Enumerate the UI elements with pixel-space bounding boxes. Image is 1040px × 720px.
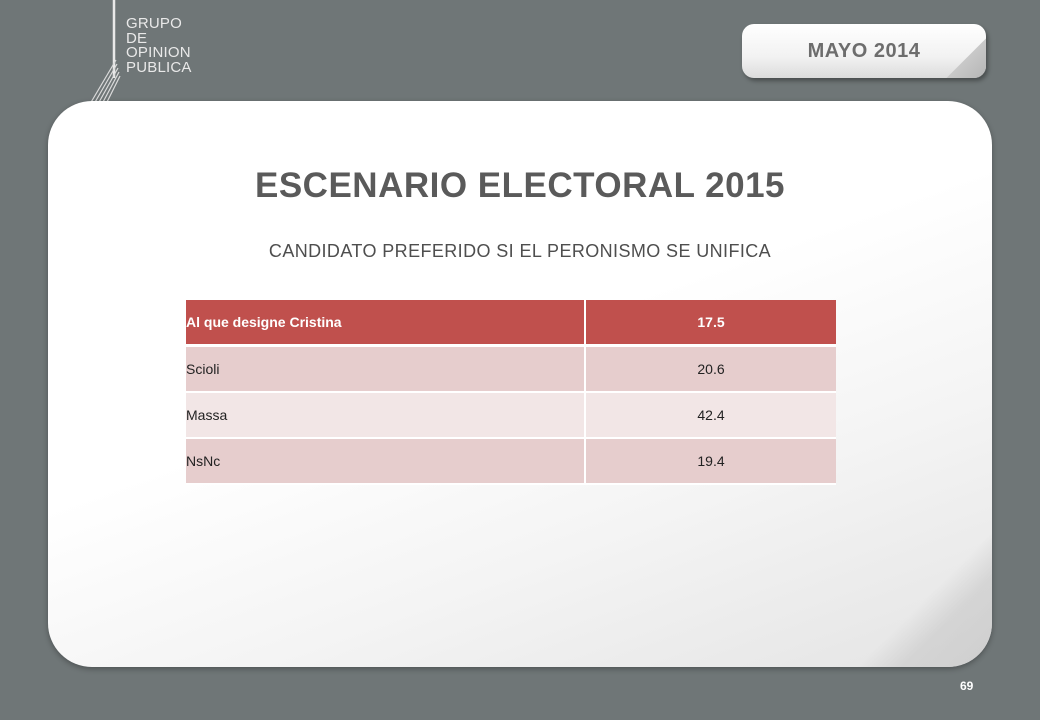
date-tab: MAYO 2014 — [742, 24, 986, 78]
table-row: Scioli 20.6 — [186, 345, 836, 393]
page-fold-decoration — [842, 517, 992, 667]
table-row: NsNc 19.4 — [186, 438, 836, 485]
row-label-scioli: Scioli — [186, 345, 586, 393]
slide-subtitle: CANDIDATO PREFERIDO SI EL PERONISMO SE U… — [268, 241, 772, 261]
logo-line-1: GRUPO — [126, 15, 183, 32]
logo-line-3: OPINION — [126, 44, 191, 61]
row-value-nsnc: 19.4 — [585, 438, 836, 485]
row-value-massa: 42.4 — [585, 392, 836, 439]
table-header-row: Al que designe Cristina 17.5 — [186, 300, 836, 347]
table-row: Massa 42.4 — [186, 392, 836, 439]
table-header-value: 17.5 — [585, 300, 836, 347]
logo-line-4: PUBLICA — [126, 58, 192, 76]
row-label-massa: Massa — [186, 392, 586, 439]
date-label: MAYO 2014 — [807, 39, 921, 62]
row-label-nsnc: NsNc — [186, 438, 586, 485]
results-table: Al que designe Cristina 17.5 Scioli 20.6… — [186, 300, 836, 485]
page-curl-decoration — [946, 38, 986, 78]
table-header-label: Al que designe Cristina — [186, 300, 586, 347]
slide-title: ESCENARIO ELECTORAL 2015 — [254, 166, 785, 205]
page-number: 69 — [960, 679, 974, 693]
logo: GRUPO DE OPINION PUBLICA — [86, 0, 216, 110]
logo-mark-icon — [89, 0, 121, 105]
logo-line-2: DE — [126, 29, 148, 47]
logo-text: GRUPO DE OPINION PUBLICA — [126, 15, 192, 76]
row-value-scioli: 20.6 — [585, 345, 836, 393]
